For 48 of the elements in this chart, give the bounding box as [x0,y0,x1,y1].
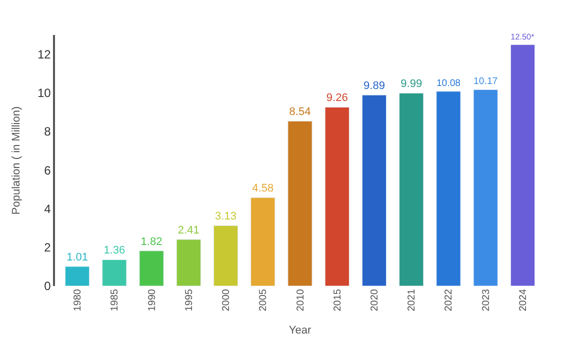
bar [64,266,90,286]
data-label: 10.17 [474,76,498,88]
data-label: 3.13 [215,210,236,223]
y-tick-label: 12 [37,48,52,62]
data-label: 1.01 [66,252,88,264]
x-tick-label: 2015 [332,288,344,312]
bar [436,91,461,286]
x-tick-label: 1990 [146,288,158,312]
y-tick-label: 6 [44,163,52,178]
data-label: 12.50* [510,32,536,42]
x-tick-label: 2024 [518,288,529,312]
x-tick-label: 2022 [444,288,455,312]
data-label: 8.54 [289,106,311,118]
data-label: 9.89 [364,80,385,92]
bar [324,106,350,286]
x-axis-title: Year [288,324,312,336]
x-tick-label: 1985 [110,288,121,312]
bar [288,120,312,286]
x-tick-label: 2000 [221,288,232,312]
data-label: 1.36 [104,244,126,257]
y-axis-title: Population ( in Million) [10,106,23,215]
data-label: 9.99 [400,78,422,90]
bar [102,259,127,286]
bar [213,225,238,286]
data-label: 4.58 [252,182,274,195]
y-tick-label: 8 [44,124,52,139]
data-label: 2.41 [178,224,200,236]
x-tick-label: 1980 [72,288,84,312]
data-label: 9.26 [326,92,348,104]
x-tick-label: 2023 [480,288,492,312]
y-tick-label: 2 [44,240,52,255]
y-tick-label: 0 [44,279,52,294]
bar [250,197,276,286]
bar [510,44,536,286]
y-tick-label: 10 [37,86,52,100]
y-tick-label: 4 [44,202,52,216]
bar [176,239,201,286]
data-label: 1.82 [140,236,162,248]
bar [399,92,424,286]
bar [362,94,387,286]
x-tick-label: 2021 [406,288,418,312]
data-label: 10.08 [436,78,461,89]
x-tick-label: 2010 [295,288,306,312]
x-tick-label: 2005 [258,288,270,312]
x-tick-label: 1995 [184,288,195,312]
x-tick-label: 2020 [369,288,380,312]
bar [139,250,164,286]
bar [473,89,498,286]
